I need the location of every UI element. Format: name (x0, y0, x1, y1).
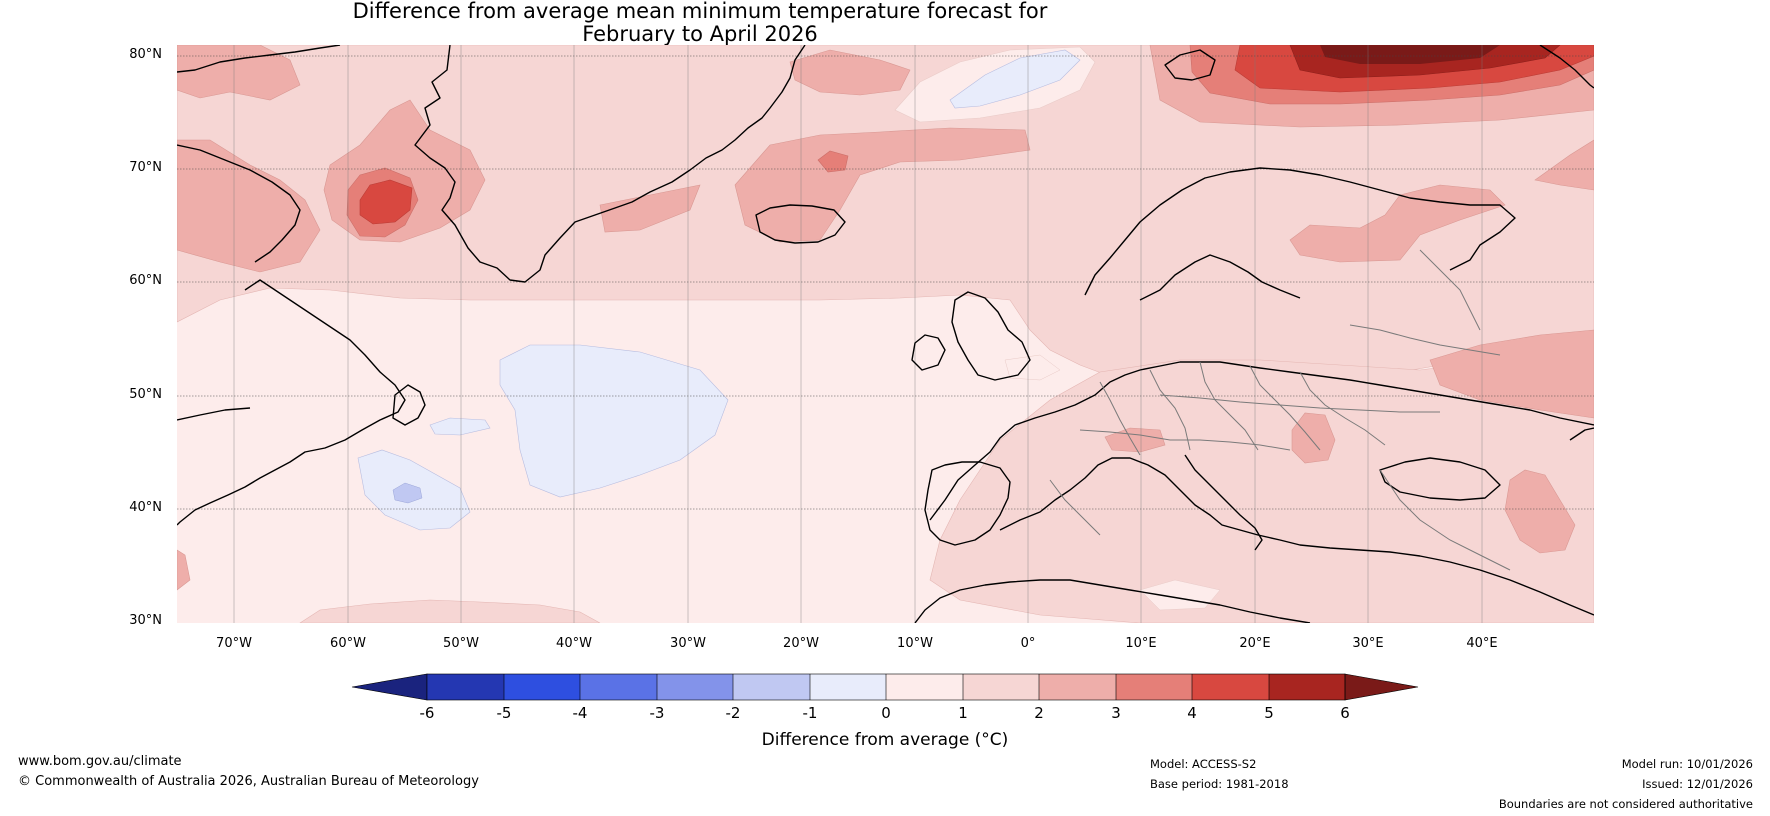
field-1-to-2-europe (929, 349, 1594, 623)
footer-disclaimer: Boundaries are not considered authoritat… (1498, 797, 1753, 811)
colorbar-segment (810, 674, 886, 700)
lat-label-60n: 60°N (129, 273, 162, 288)
colorbar-segment (963, 674, 1039, 700)
coastlines (177, 45, 1594, 623)
colorbar-tick: 0 (881, 704, 891, 722)
field-2-to-3-greenland-west (177, 45, 301, 101)
colorbar-tick: -4 (572, 704, 588, 722)
colorbar-tick: -3 (649, 704, 665, 722)
field-4-to-5-baffin (359, 179, 413, 225)
field-2-to-3-norwegian-sea (789, 49, 911, 96)
footer-copyright: © Commonwealth of Australia 2026, Austra… (18, 774, 479, 789)
colorbar-tick: -6 (419, 704, 435, 722)
field-2-to-3-alps (1104, 427, 1166, 453)
colorbar-tick: 6 (1340, 704, 1350, 722)
field-2-to-3-iceland (734, 127, 1031, 243)
title-line-1: Difference from average mean minimum tem… (352, 0, 1048, 23)
lon-label-30e: 30°E (1352, 636, 1384, 651)
footer-model: Model: ACCESS-S2 (1150, 757, 1257, 771)
field-above-6-barents (1320, 45, 1500, 64)
footer-model-run: Model run: 10/01/2026 (1621, 757, 1753, 771)
footer-issued: Issued: 12/01/2026 (1642, 777, 1753, 791)
field-2-to-3-greenland-coast (599, 184, 701, 233)
colorbar-tick: -2 (725, 704, 741, 722)
lat-label-70n: 70°N (129, 160, 162, 175)
colorbar-label: Difference from average (°C) (761, 730, 1009, 750)
field-2-to-3-north-africa (177, 549, 191, 591)
colorbar (351, 673, 1419, 701)
field-2-to-3-labrador (177, 139, 321, 273)
field-2-to-3-caucasus (1504, 469, 1576, 554)
lat-label-80n: 80°N (129, 47, 162, 62)
lat-label-50n: 50°N (129, 387, 162, 402)
field-2-to-3-scandinavia (1289, 184, 1506, 263)
graticule (177, 45, 1594, 623)
lon-label-30w: 30°W (670, 636, 706, 651)
lon-label-40e: 40°E (1466, 636, 1498, 651)
chart-title: Difference from average mean minimum tem… (0, 0, 1400, 46)
country-borders (1049, 249, 1511, 571)
lon-label-20e: 20°E (1239, 636, 1271, 651)
lon-label-20w: 20°W (783, 636, 819, 651)
footer-website[interactable]: www.bom.gov.au/climate (18, 754, 182, 769)
lat-label-30n: 30°N (129, 613, 162, 628)
colorbar-tick: 5 (1264, 704, 1274, 722)
colorbar-extend-low (351, 673, 428, 701)
colorbar-segment (1192, 674, 1269, 700)
field-minus1-to-0-atlantic (499, 344, 729, 498)
anomaly-map (177, 45, 1594, 623)
field-2-to-3-barents-east (1534, 139, 1594, 191)
colorbar-segment (504, 674, 580, 700)
lon-label-10e: 10°E (1125, 636, 1157, 651)
field-3-to-4-iceland (817, 150, 849, 173)
colorbar-segment (1269, 674, 1345, 700)
colorbar-segment (733, 674, 810, 700)
colorbar-extend-high (1344, 673, 1419, 701)
colorbar-segment (580, 674, 657, 700)
lon-label-70w: 70°W (216, 636, 252, 651)
field-minus1-to-0-norwegian-sea-core (949, 49, 1081, 109)
field-1-to-2-south (299, 599, 601, 623)
colorbar-tick: -1 (802, 704, 818, 722)
colorbar-segment (886, 674, 963, 700)
colorbar-segment (1116, 674, 1192, 700)
lon-label-40w: 40°W (556, 636, 592, 651)
lat-label-40n: 40°N (129, 500, 162, 515)
colorbar-segment (427, 674, 504, 700)
footer-base-period: Base period: 1981-2018 (1150, 777, 1289, 791)
lon-label-50w: 50°W (443, 636, 479, 651)
title-line-2: February to April 2026 (582, 22, 818, 46)
lon-label-10w: 10°W (897, 636, 933, 651)
colorbar-tick: 2 (1034, 704, 1044, 722)
field-2-to-3-carpathians (1291, 412, 1336, 464)
colorbar-segment (1039, 674, 1116, 700)
colorbar-tick: 1 (958, 704, 968, 722)
colorbar-tick: 3 (1111, 704, 1121, 722)
colorbar-tick: -5 (496, 704, 512, 722)
field-minus2-to-minus1-grand-banks (392, 482, 423, 504)
lon-label-60w: 60°W (330, 636, 366, 651)
colorbar-tick: 4 (1187, 704, 1197, 722)
field-minus1-to-0-newfoundland (429, 417, 491, 436)
lon-label-0: 0° (1020, 636, 1036, 651)
colorbar-segment (657, 674, 733, 700)
field-0-to-1-mediterranean (1139, 579, 1221, 611)
